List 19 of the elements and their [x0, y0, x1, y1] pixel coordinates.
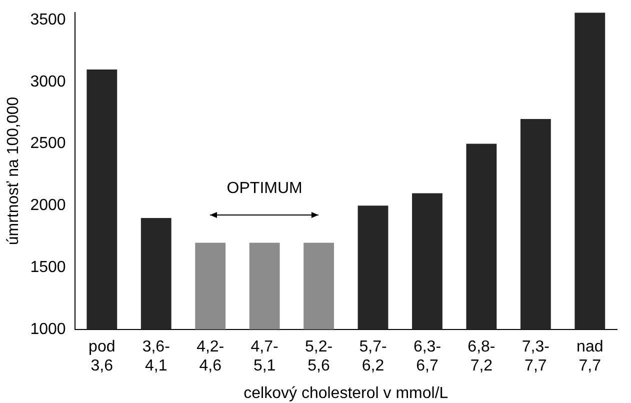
- y-tick-label: 1000: [30, 320, 66, 338]
- y-tick-label: 1500: [30, 258, 66, 276]
- y-tick-label: 2000: [30, 197, 66, 214]
- x-tick-label: nad 7,7: [576, 338, 604, 375]
- x-tick-label: 6,3-6,7: [413, 338, 442, 375]
- x-tick-label: 3,6-4,1: [142, 338, 170, 375]
- x-tick-label: 5,7-6,2: [359, 338, 387, 375]
- x-tick-label: 4,7-5,1: [250, 338, 278, 375]
- annotation: OPTIMUM: [226, 180, 302, 198]
- x-tick-label: 7,3-7,7: [522, 338, 550, 375]
- y-axis-title: úmrtnosť na 100,000: [5, 96, 22, 246]
- x-tick-label: pod 3,6: [88, 338, 116, 375]
- x-tick-label: 4,2-4,6: [196, 338, 224, 375]
- y-tick-label: 2500: [30, 135, 66, 152]
- y-tick-label: 3500: [30, 11, 66, 28]
- x-axis-title: celkový cholesterol v mmol/L: [244, 384, 448, 402]
- x-tick-label: 6,8-7,2: [468, 338, 496, 375]
- y-tick-label: 3000: [30, 73, 66, 90]
- x-tick-label: 5,2-5,6: [304, 338, 333, 375]
